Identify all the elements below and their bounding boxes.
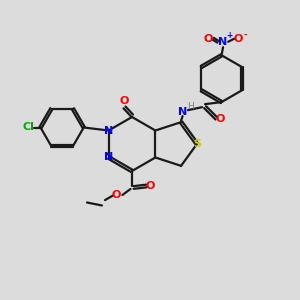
Text: S: S xyxy=(193,139,201,149)
Text: O: O xyxy=(204,34,213,44)
Text: O: O xyxy=(145,181,155,191)
Text: O: O xyxy=(215,114,225,124)
Text: O: O xyxy=(234,34,243,44)
Text: Cl: Cl xyxy=(22,122,34,133)
Text: N: N xyxy=(104,152,113,163)
Text: N: N xyxy=(104,125,113,136)
Text: -: - xyxy=(243,31,247,40)
Text: O: O xyxy=(120,96,129,106)
Text: N: N xyxy=(178,107,187,117)
Text: O: O xyxy=(111,190,121,200)
Text: +: + xyxy=(226,31,233,40)
Text: H: H xyxy=(188,102,194,111)
Text: N: N xyxy=(218,37,228,47)
